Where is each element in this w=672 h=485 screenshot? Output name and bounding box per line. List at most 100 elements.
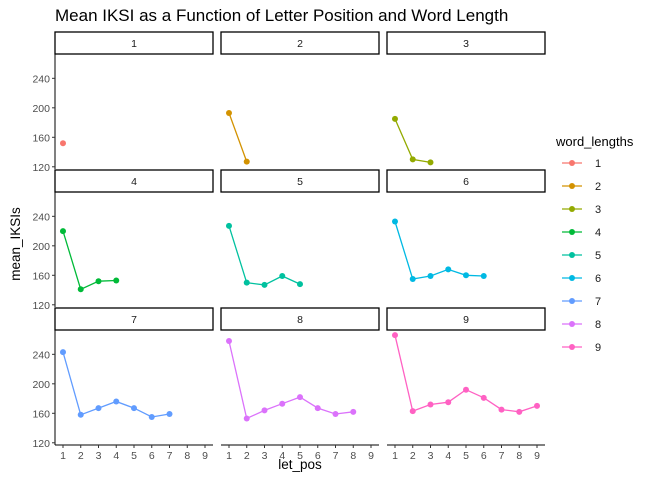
legend-key-point: [569, 321, 575, 327]
data-point: [261, 407, 268, 414]
data-point: [445, 266, 452, 273]
y-axis-label: mean_IKSIs: [8, 207, 23, 281]
data-point: [225, 109, 232, 116]
series-line-7: [62, 351, 170, 418]
x-tick-label: 8: [516, 450, 522, 462]
series-line-9: [394, 335, 538, 413]
data-point: [243, 158, 250, 165]
data-point: [409, 408, 416, 415]
facet-strip-label: 7: [131, 314, 137, 326]
data-point: [297, 394, 303, 401]
data-point: [59, 140, 66, 147]
facet-strip-1: [54, 31, 214, 55]
facet-strip-label: 5: [297, 176, 303, 188]
facet-panel-3: 3: [386, 31, 546, 166]
x-tick-label: 3: [96, 450, 102, 462]
data-point: [427, 273, 434, 280]
data-point: [95, 405, 102, 412]
data-point: [279, 400, 286, 407]
facet-strip-label: 4: [131, 176, 137, 188]
legend-item-9: 9: [562, 342, 601, 354]
x-tick-label: 3: [262, 450, 268, 462]
series-line-8: [228, 340, 354, 420]
x-tick-label: 8: [350, 450, 356, 462]
x-tick-label: 5: [131, 450, 137, 462]
data-point: [534, 402, 541, 409]
legend-item-2: 2: [562, 181, 601, 193]
legend-key-point: [569, 252, 575, 258]
facet-strip-label: 1: [131, 38, 137, 50]
facet-strip-label: 6: [463, 176, 469, 188]
legend-label: 6: [595, 273, 601, 285]
data-point: [261, 281, 268, 288]
legend-label: 9: [595, 342, 601, 354]
data-point: [77, 411, 84, 418]
y-tick-label: 120: [32, 438, 50, 450]
facet-strip-8: [220, 307, 380, 331]
x-tick-label: 1: [226, 450, 232, 462]
legend: word_lengths 1 2 3 4 5 6 7 8 9: [555, 134, 634, 354]
facet-strip-9: [386, 307, 546, 331]
series-line-5: [228, 225, 301, 286]
chart-title: Mean IKSI as a Function of Letter Positi…: [55, 6, 508, 25]
facet-strip-3: [386, 31, 546, 55]
data-point: [427, 401, 434, 408]
data-point: [279, 273, 286, 280]
legend-item-1: 1: [562, 158, 601, 170]
data-point: [243, 279, 250, 286]
x-tick-label: 4: [113, 450, 119, 462]
legend-item-8: 8: [562, 319, 601, 331]
y-tick-label: 240: [32, 349, 50, 361]
data-point: [463, 386, 469, 393]
facet-panel-4: 4 120 160 200 240: [32, 169, 214, 312]
y-tick-label: 120: [32, 300, 50, 312]
legend-item-6: 6: [562, 273, 601, 285]
x-tick-label: 6: [315, 450, 321, 462]
legend-key-point: [569, 298, 575, 304]
facet-panel-6: 6: [386, 169, 546, 282]
x-tick-label: 2: [410, 450, 416, 462]
data-point: [59, 349, 66, 356]
facet-panel-2: 2: [220, 31, 380, 165]
data-point: [463, 272, 469, 279]
data-point: [225, 222, 232, 229]
data-point: [391, 115, 398, 122]
x-tick-label: 9: [368, 450, 374, 462]
facet-strip-2: [220, 31, 380, 55]
facet-strip-6: [386, 169, 546, 193]
x-tick-label: 9: [534, 450, 540, 462]
data-point: [391, 332, 398, 339]
x-tick-label: 2: [244, 450, 250, 462]
data-point: [480, 273, 487, 280]
data-point: [314, 405, 321, 412]
data-point: [332, 411, 339, 418]
x-tick-label: 7: [333, 450, 339, 462]
legend-key-point: [569, 275, 575, 281]
data-point: [113, 398, 120, 405]
data-point: [148, 413, 155, 420]
legend-label: 2: [595, 181, 601, 193]
data-point: [297, 281, 303, 288]
data-point: [498, 406, 505, 413]
data-point: [516, 408, 523, 415]
facet-panel-1: 1 120 160 200 240: [32, 31, 214, 174]
facet-panel-8: 81 2 3 4 5 6 7 8 9: [220, 307, 380, 462]
legend-item-7: 7: [562, 296, 601, 308]
facet-strip-label: 3: [463, 38, 469, 50]
legend-key-point: [569, 160, 575, 166]
legend-item-3: 3: [562, 204, 601, 216]
series-line-2: [228, 112, 248, 162]
y-tick-label: 200: [32, 379, 50, 391]
legend-key-point: [569, 229, 575, 235]
facet-panel-5: 5: [220, 169, 380, 288]
x-tick-label: 8: [184, 450, 190, 462]
data-point: [391, 218, 398, 225]
legend-key-point: [569, 344, 575, 350]
x-tick-label: 6: [481, 450, 487, 462]
data-point: [445, 399, 452, 406]
y-tick-label: 200: [32, 241, 50, 253]
y-tick-label: 160: [32, 270, 50, 282]
